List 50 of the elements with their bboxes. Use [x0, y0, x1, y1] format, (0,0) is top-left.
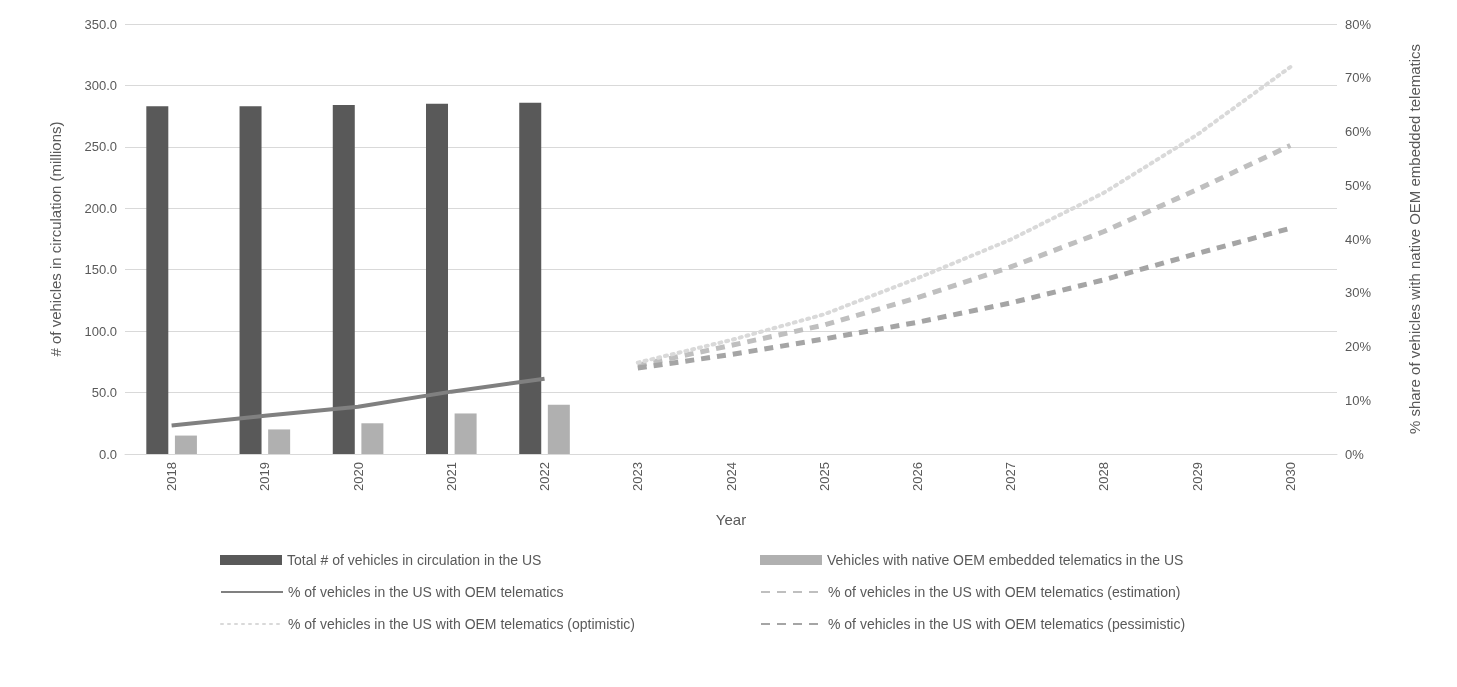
y-tick-label: 100.0: [84, 323, 117, 339]
x-tick-label: 2020: [350, 462, 366, 491]
y2-tick-label: 50%: [1345, 177, 1372, 193]
x-tick-label: 2024: [723, 462, 739, 491]
bar: [519, 102, 542, 454]
y-tick-label: 0.0: [98, 446, 117, 462]
x-tick-label: 2019: [257, 462, 273, 491]
bar: [361, 423, 384, 454]
bar: [174, 435, 197, 454]
y2-tick-label: 20%: [1345, 339, 1372, 354]
legend-label: % of vehicles in the US with OEM telematics (estimation): [828, 584, 1181, 600]
y-tick-label: 300.0: [84, 77, 117, 93]
x-tick-label: 2018: [164, 462, 180, 491]
y-tick-label: 350.0: [84, 16, 117, 32]
y2-tick-label: 70%: [1345, 70, 1372, 86]
legend-label: % of vehicles in the US with OEM telematics (optimistic): [288, 616, 635, 632]
x-tick-label: 2022: [537, 462, 553, 491]
y2-tick-label: 60%: [1345, 124, 1372, 139]
bar: [268, 429, 291, 454]
x-tick-label: 2027: [1003, 462, 1019, 491]
bar: [454, 413, 477, 454]
y2-tick-label: 10%: [1345, 392, 1372, 408]
legend-label: % of vehicles in the US with OEM telematics (pessimistic): [828, 616, 1186, 632]
y-tick-label: 50.0: [91, 385, 117, 401]
legend-label: % of vehicles in the US with OEM telematics: [288, 584, 564, 600]
x-tick-label: 2025: [816, 462, 832, 491]
y-tick-label: 200.0: [84, 200, 117, 216]
x-tick-label: 2023: [630, 462, 646, 491]
x-tick-label: 2030: [1282, 462, 1298, 491]
y-axis-title: # of vehicles in circulation (millions): [47, 121, 64, 357]
bar: [146, 106, 169, 454]
x-tick-label: 2029: [1189, 462, 1205, 491]
bar: [426, 103, 449, 454]
y-tick-label: 150.0: [84, 262, 117, 278]
bar: [547, 404, 570, 454]
x-axis-title: Year: [715, 511, 747, 528]
bar: [332, 105, 355, 454]
y2-tick-label: 40%: [1345, 231, 1372, 247]
legend-label: Total # of vehicles in circulation in the US: [287, 552, 542, 568]
x-tick-label: 2026: [909, 462, 925, 491]
line-series: [169, 376, 547, 428]
x-tick-label: 2021: [443, 462, 459, 491]
x-tick-label: 2028: [1096, 462, 1112, 491]
y2-tick-label: 0%: [1345, 446, 1365, 462]
y2-tick-label: 80%: [1345, 16, 1372, 32]
y2-tick-label: 30%: [1345, 285, 1372, 301]
legend-label: Vehicles with native OEM embedded telematics in the US: [827, 552, 1184, 568]
y2-axis-title: % share of vehicles with native OEM embedded telematics: [1406, 43, 1423, 435]
bar: [239, 106, 262, 454]
y-tick-label: 250.0: [84, 139, 117, 155]
